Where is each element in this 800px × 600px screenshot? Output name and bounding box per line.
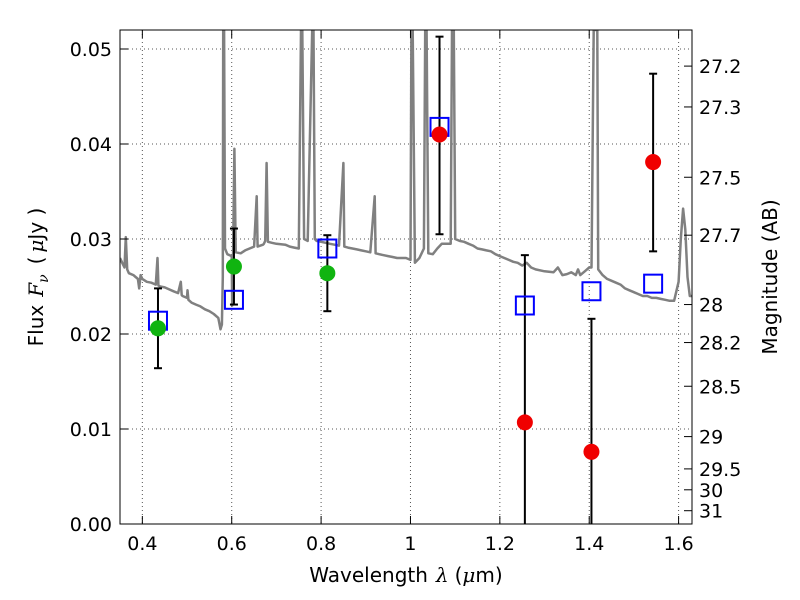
spectrum-layer [120,30,692,331]
magnitude-tick-label: 31 [699,501,723,523]
x-tick-label: 1 [404,533,416,555]
x-tick-label: 0.8 [306,533,336,555]
y-axis-label-unit-rest: Jy ) [24,208,48,242]
magnitude-tick-label: 27.7 [699,225,741,247]
detection-point [225,258,242,275]
magnitude-tick-label: 27.5 [699,167,741,189]
non-detection-point [583,443,600,460]
y-axis-label-unit-open: ( [24,257,48,265]
model-photometry-square [581,281,602,302]
y-tick-label: 0.03 [70,229,112,251]
magnitude-tick-label: 27.2 [699,56,741,78]
x-tick-label: 0.4 [127,533,157,555]
magnitude-axis-label: Magnitude (AB) [758,199,782,354]
x-axis-ticks: 0.4 0.6 0.8 1 1.2 1.4 1.6 [127,30,694,555]
point-layer [149,126,662,460]
plot-frame [119,29,693,525]
y-axis-ticks: 0.00 0.01 0.02 0.03 0.04 0.05 [70,39,128,536]
non-detection-point [645,154,662,171]
y-tick-label: 0.04 [70,134,112,156]
y-tick-label: 0.02 [70,324,112,346]
model-photometry-square [643,273,664,294]
magnitude-tick-label: 27.3 [699,97,741,119]
x-axis-label: Wavelength λ (μm) [309,563,502,587]
detection-point [149,320,166,337]
y-axis-label-symbol: F [24,282,48,298]
magnitude-tick-label: 29.5 [699,459,741,481]
x-tick-label: 1.4 [574,533,604,555]
detection-point [319,265,336,282]
y-tick-label: 0.00 [70,514,112,536]
magnitude-tick-label: 30 [699,480,723,502]
non-detection-point [516,414,533,431]
model-spectrum-line [120,30,692,331]
x-axis-label-text: Wavelength [309,563,428,587]
y-axis-label-unit-mu: μ [24,240,48,253]
x-tick-label: 0.6 [217,533,247,555]
y-axis-label-symbol-sub: ν [36,274,52,283]
model-photometry-square [514,295,535,316]
magnitude-tick-label: 28 [699,295,723,317]
y-axis-label-text: Flux [24,305,48,347]
model-photometry-square [223,289,244,310]
y-tick-label: 0.05 [70,39,112,61]
x-tick-label: 1.2 [485,533,515,555]
x-tick-label: 1.6 [663,533,693,555]
y-tick-label: 0.01 [70,419,112,441]
x-axis-label-unit-open: ( [455,563,463,587]
y-axis-label: Flux Fν ( μJy ) [24,208,52,347]
x-axis-label-unit-mu: μ [462,563,475,587]
magnitude-tick-label: 28.5 [699,376,741,398]
x-axis-label-unit-rest: m) [475,563,502,587]
model-photometry-square [317,238,338,259]
magnitude-tick-label: 28.2 [699,333,741,355]
magnitude-tick-label: 29 [699,427,723,449]
non-detection-point [431,126,448,143]
x-axis-label-symbol: λ [435,563,449,587]
